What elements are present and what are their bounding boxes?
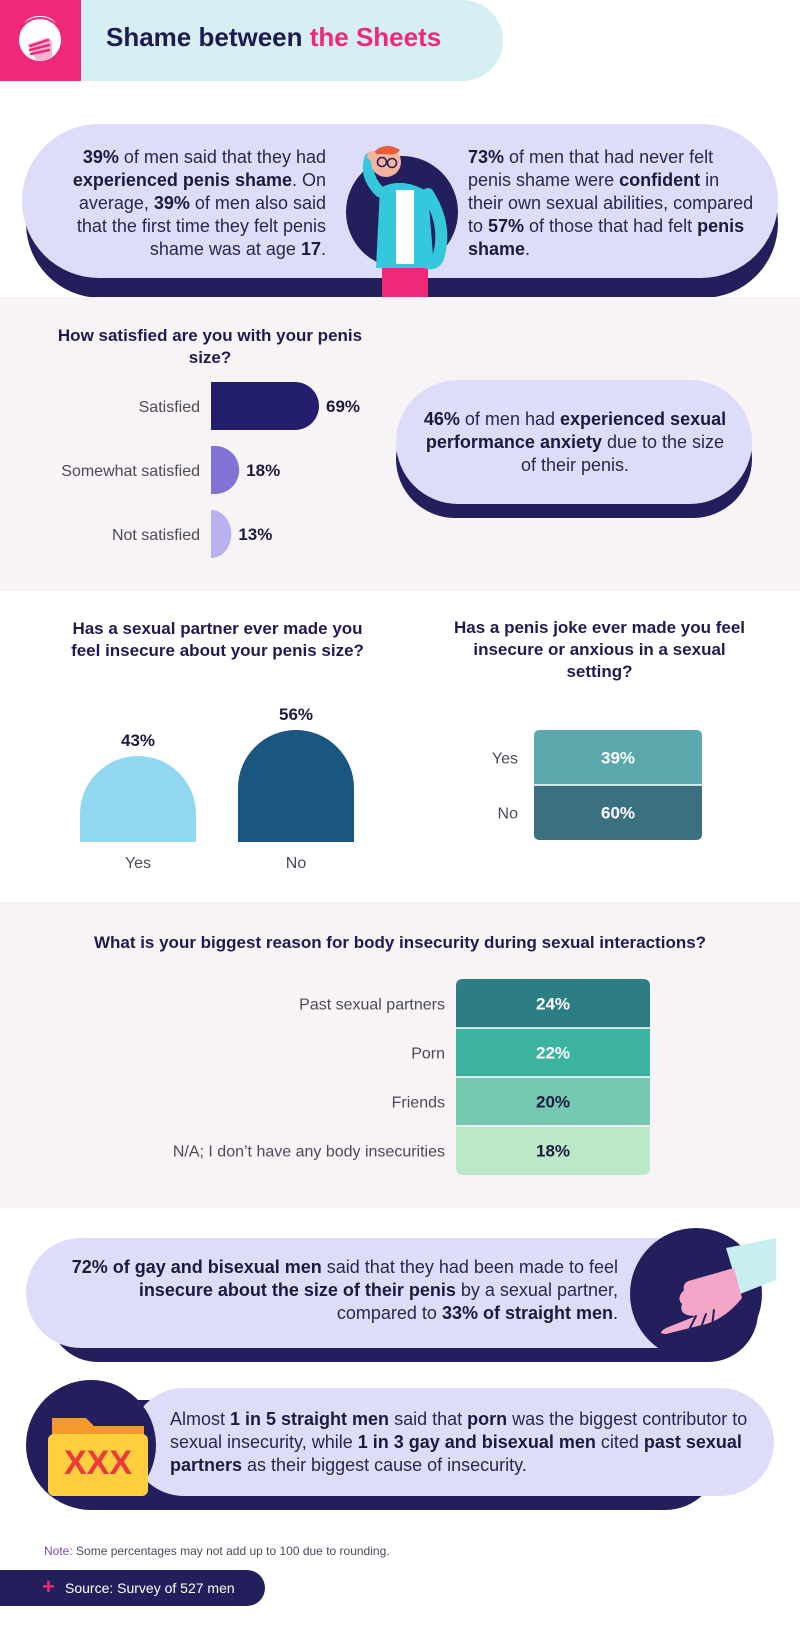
reason-cell: [456, 1028, 650, 1077]
footnote: Note: Some percentages may not add up to…: [44, 1544, 390, 1558]
reason-cell: [456, 1077, 650, 1126]
anxiety-pill: [396, 380, 752, 504]
joke-chart: 39% Yes 60% No: [492, 730, 702, 840]
embarrassed-man-illustration-icon: [330, 136, 470, 298]
partner-bar: [238, 730, 354, 842]
joke-question: Has a penis joke ever made you feel inse…: [453, 618, 746, 681]
porn-text: Almost 1 in 5 straight men said that por…: [170, 1409, 748, 1475]
gay-bi-text: 72% of gay and bisexual men said that th…: [71, 1257, 618, 1323]
partner-value-label: 56%: [279, 705, 313, 724]
ashamed-face-icon: [0, 0, 81, 81]
reason-value-label: 18%: [536, 1142, 570, 1161]
reasons-question: What is your biggest reason for body ins…: [93, 933, 707, 952]
satisfaction-category-label: Not satisfied: [112, 527, 200, 544]
folder-label: XXX: [63, 1444, 133, 1482]
source-badge: + Source: Survey of 527 men: [0, 1570, 265, 1606]
joke-value-label: 39%: [601, 749, 635, 768]
satisfaction-value-label: 18%: [246, 461, 280, 480]
satisfaction-category-label: Satisfied: [139, 399, 200, 416]
gay-bi-pill: [26, 1238, 746, 1348]
intro-left-text: 39% of men said that they had experience…: [72, 147, 326, 259]
partner-category-label: Yes: [125, 855, 151, 870]
reason-value-label: 20%: [536, 1093, 570, 1112]
partner-value-label: 43%: [121, 731, 155, 750]
anxiety-text: 46% of men had experienced sexual perfor…: [423, 409, 727, 475]
satisfaction-value-label: 69%: [326, 397, 360, 416]
reason-category-label: N/A; I don’t have any body insecurities: [173, 1144, 445, 1161]
joke-cell: [534, 730, 702, 785]
partner-chart: 43% Yes 56% No: [80, 705, 354, 870]
source-text: Source: Survey of 527 men: [65, 1580, 235, 1596]
header-banner: [0, 0, 503, 81]
joke-value-label: 60%: [601, 804, 635, 823]
reason-value-label: 22%: [536, 1044, 570, 1063]
reason-value-label: 24%: [536, 995, 570, 1014]
partner-question: Has a sexual partner ever made you feel …: [71, 619, 364, 660]
partner-bar: [80, 756, 196, 842]
reason-category-label: Friends: [392, 1095, 445, 1112]
reason-category-label: Past sexual partners: [299, 997, 445, 1014]
intro-right-text: 73% of men that had never felt penis sha…: [468, 147, 754, 259]
satisfaction-chart: Satisfied 69% Somewhat satisfied 18% Not sat…: [61, 382, 360, 558]
reason-cell: [456, 979, 650, 1028]
reasons-section: [0, 902, 800, 1208]
satisfaction-category-label: Somewhat satisfied: [61, 463, 200, 480]
satisfaction-value-label: 13%: [238, 525, 272, 544]
plus-icon: +: [42, 1574, 55, 1599]
satisfaction-bar: [211, 382, 319, 430]
satisfaction-bar: [211, 510, 232, 558]
joke-cell: [534, 785, 702, 840]
xxx-folder-icon: XXX: [48, 1414, 148, 1496]
joke-category-label: No: [498, 806, 519, 823]
reasons-chart: 24% Past sexual partners 22% Porn 20% Friends…: [173, 979, 650, 1175]
reason-category-label: Porn: [411, 1046, 445, 1063]
satisfaction-question: How satisfied are you with your penis si…: [57, 326, 363, 367]
satisfaction-bar: [211, 446, 240, 494]
page-title: Shame between the Sheets: [106, 22, 442, 52]
pointing-hand-icon: [626, 1228, 776, 1360]
joke-category-label: Yes: [492, 751, 518, 768]
reason-cell: [456, 1126, 650, 1175]
porn-pill: [130, 1388, 774, 1496]
partner-category-label: No: [286, 855, 307, 870]
